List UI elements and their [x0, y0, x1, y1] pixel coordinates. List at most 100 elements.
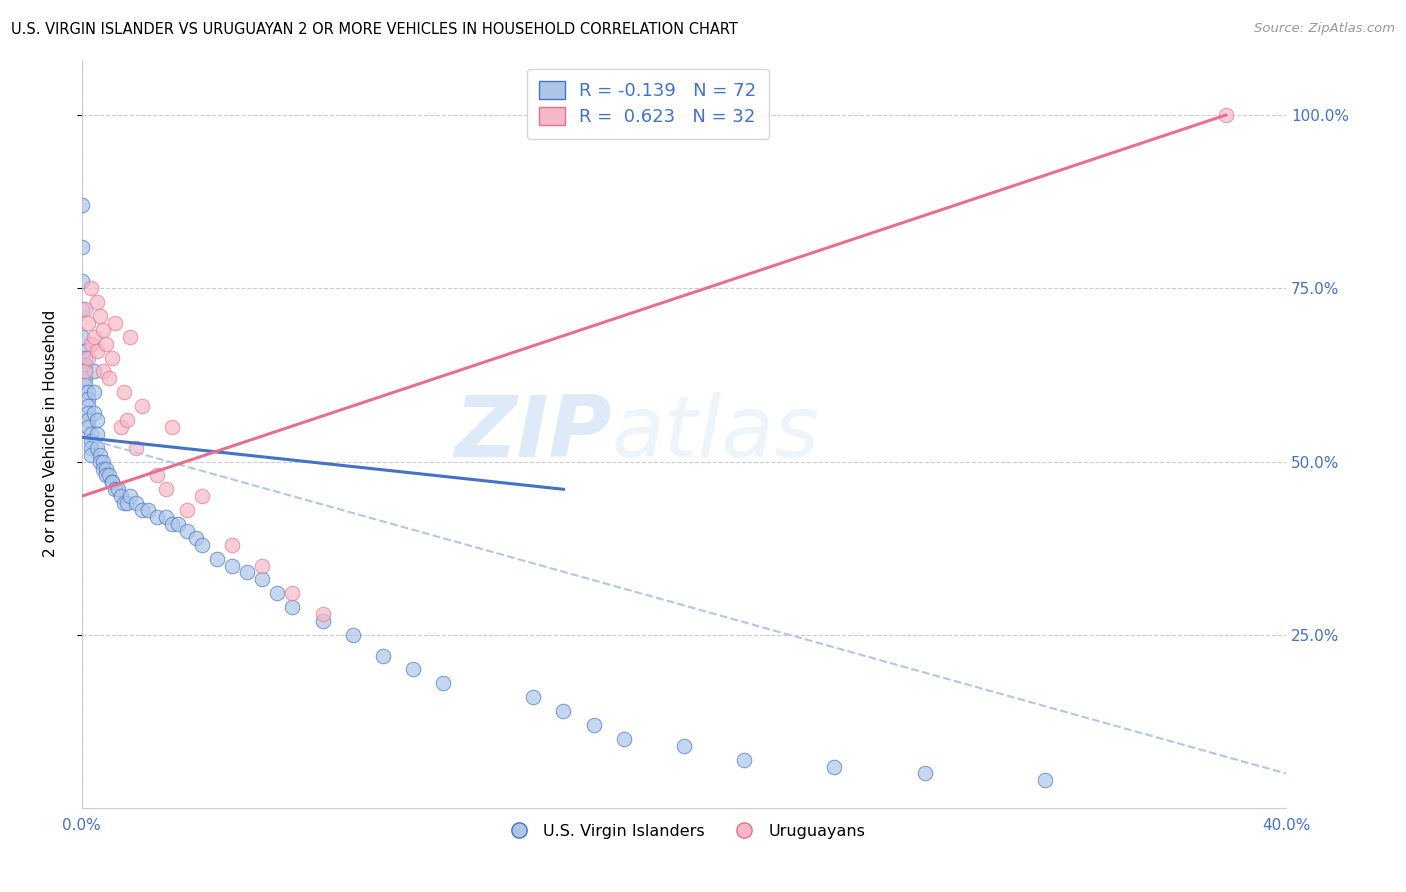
Point	[205, 551, 228, 566]
Point	[76, 316, 98, 330]
Point	[70, 240, 93, 254]
Point	[131, 503, 153, 517]
Text: Source: ZipAtlas.com: Source: ZipAtlas.com	[1254, 22, 1395, 36]
Point	[76, 399, 98, 413]
Point	[118, 489, 141, 503]
Point	[80, 434, 103, 448]
Point	[83, 406, 105, 420]
Point	[311, 607, 333, 621]
Point	[266, 586, 288, 600]
Point	[146, 468, 169, 483]
Point	[125, 496, 148, 510]
Point	[70, 198, 93, 212]
Point	[155, 510, 177, 524]
Point	[73, 364, 96, 378]
Point	[160, 420, 183, 434]
Point	[191, 489, 214, 503]
Point	[371, 648, 394, 663]
Point	[80, 426, 103, 441]
Point	[91, 323, 114, 337]
Point	[281, 586, 304, 600]
Point	[86, 343, 108, 358]
Point	[110, 489, 132, 503]
Point	[672, 739, 695, 753]
Point	[76, 413, 98, 427]
Point	[101, 475, 124, 490]
Point	[221, 538, 243, 552]
Point	[112, 496, 135, 510]
Point	[70, 302, 93, 317]
Point	[1033, 773, 1056, 788]
Point	[94, 468, 117, 483]
Point	[80, 336, 103, 351]
Point	[83, 385, 105, 400]
Point	[73, 371, 96, 385]
Point	[80, 448, 103, 462]
Point	[914, 766, 936, 780]
Point	[73, 351, 96, 365]
Point	[97, 371, 120, 385]
Point	[73, 364, 96, 378]
Point	[86, 426, 108, 441]
Point	[167, 516, 190, 531]
Point	[613, 731, 636, 746]
Point	[236, 566, 259, 580]
Point	[342, 628, 364, 642]
Point	[733, 753, 755, 767]
Point	[80, 281, 103, 295]
Point	[76, 420, 98, 434]
Point	[107, 483, 129, 497]
Point	[155, 483, 177, 497]
Point	[76, 406, 98, 420]
Point	[281, 600, 304, 615]
Point	[101, 351, 124, 365]
Point	[184, 531, 207, 545]
Point	[110, 420, 132, 434]
Point	[221, 558, 243, 573]
Point	[402, 663, 425, 677]
Text: atlas: atlas	[612, 392, 820, 475]
Point	[73, 378, 96, 392]
Point	[136, 503, 159, 517]
Point	[76, 392, 98, 407]
Point	[104, 316, 127, 330]
Text: U.S. VIRGIN ISLANDER VS URUGUAYAN 2 OR MORE VEHICLES IN HOUSEHOLD CORRELATION CH: U.S. VIRGIN ISLANDER VS URUGUAYAN 2 OR M…	[11, 22, 738, 37]
Point	[86, 441, 108, 455]
Point	[131, 399, 153, 413]
Point	[94, 461, 117, 475]
Point	[80, 441, 103, 455]
Point	[89, 448, 111, 462]
Point	[76, 385, 98, 400]
Point	[83, 330, 105, 344]
Point	[104, 483, 127, 497]
Point	[70, 274, 93, 288]
Legend: U.S. Virgin Islanders, Uruguayans: U.S. Virgin Islanders, Uruguayans	[496, 817, 872, 845]
Point	[89, 309, 111, 323]
Point	[252, 573, 274, 587]
Point	[73, 302, 96, 317]
Point	[83, 364, 105, 378]
Point	[94, 336, 117, 351]
Point	[115, 413, 138, 427]
Point	[176, 524, 198, 538]
Point	[91, 364, 114, 378]
Point	[91, 461, 114, 475]
Point	[252, 558, 274, 573]
Point	[86, 413, 108, 427]
Point	[1215, 108, 1237, 122]
Point	[432, 676, 454, 690]
Point	[146, 510, 169, 524]
Point	[115, 496, 138, 510]
Point	[76, 351, 98, 365]
Point	[522, 690, 544, 705]
Point	[70, 330, 93, 344]
Point	[112, 385, 135, 400]
Point	[160, 516, 183, 531]
Point	[176, 503, 198, 517]
Point	[553, 704, 575, 718]
Point	[91, 454, 114, 468]
Point	[311, 614, 333, 628]
Point	[73, 343, 96, 358]
Y-axis label: 2 or more Vehicles in Household: 2 or more Vehicles in Household	[44, 310, 58, 558]
Point	[97, 468, 120, 483]
